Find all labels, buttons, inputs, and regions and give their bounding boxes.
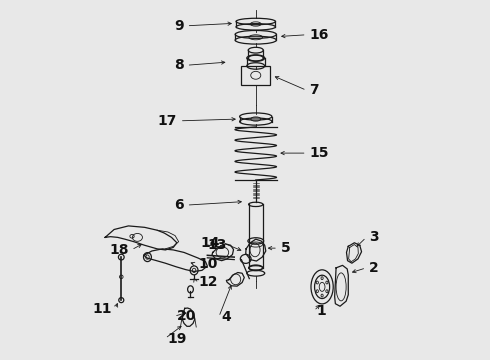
Text: 20: 20 xyxy=(177,309,196,323)
Text: 4: 4 xyxy=(221,310,231,324)
Text: 6: 6 xyxy=(174,198,184,212)
Text: 13: 13 xyxy=(207,238,227,252)
Text: 2: 2 xyxy=(368,261,378,275)
Text: 7: 7 xyxy=(310,84,319,97)
Text: 14: 14 xyxy=(200,236,220,250)
Text: 9: 9 xyxy=(174,19,184,33)
Text: 17: 17 xyxy=(157,114,177,128)
Text: 18: 18 xyxy=(109,243,128,257)
Text: 19: 19 xyxy=(168,332,187,346)
Text: 5: 5 xyxy=(281,241,291,255)
Text: 12: 12 xyxy=(198,275,218,289)
Text: 8: 8 xyxy=(174,58,184,72)
Text: 10: 10 xyxy=(198,257,218,271)
Text: 15: 15 xyxy=(310,146,329,160)
Text: 3: 3 xyxy=(368,230,378,244)
Text: 11: 11 xyxy=(93,302,112,316)
Text: 16: 16 xyxy=(310,28,329,42)
Text: 1: 1 xyxy=(317,304,326,318)
